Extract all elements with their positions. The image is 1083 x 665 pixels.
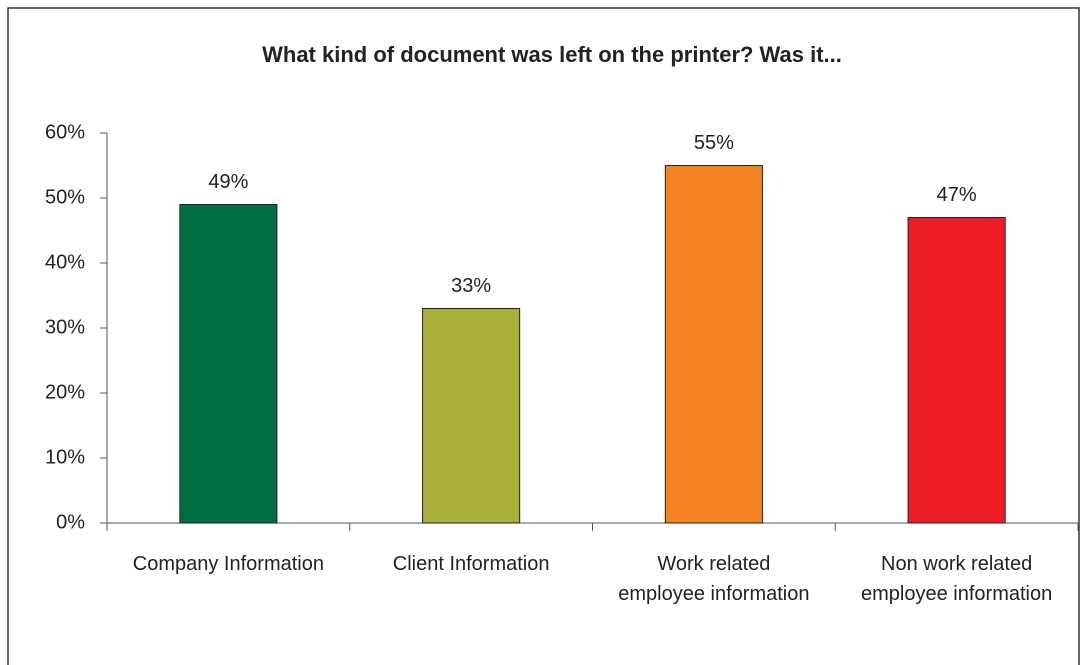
value-label: 49% [208,171,248,193]
value-label: 47% [937,184,977,206]
x-tick-label: Work related employee information [618,553,810,605]
bar [907,217,1006,524]
bar [664,165,763,524]
bar [422,308,521,524]
y-tick-label: 60% [45,121,85,143]
y-tick-label: 40% [45,251,85,273]
y-tick-label: 50% [45,186,85,208]
y-tick-label: 30% [45,316,85,338]
x-tick-label: Company Information [132,553,324,575]
chart-border [7,7,1080,665]
y-tick-label: 0% [56,511,85,533]
bar [179,204,278,524]
x-tick-label: Client Information [392,553,550,575]
y-tick-label: 10% [45,446,85,468]
value-label: 55% [694,132,734,154]
x-tick-label: Non work related employee information [861,553,1053,605]
value-label: 33% [451,275,491,297]
chart-title: What kind of document was left on the pr… [262,42,842,67]
y-tick-label: 20% [45,381,85,403]
